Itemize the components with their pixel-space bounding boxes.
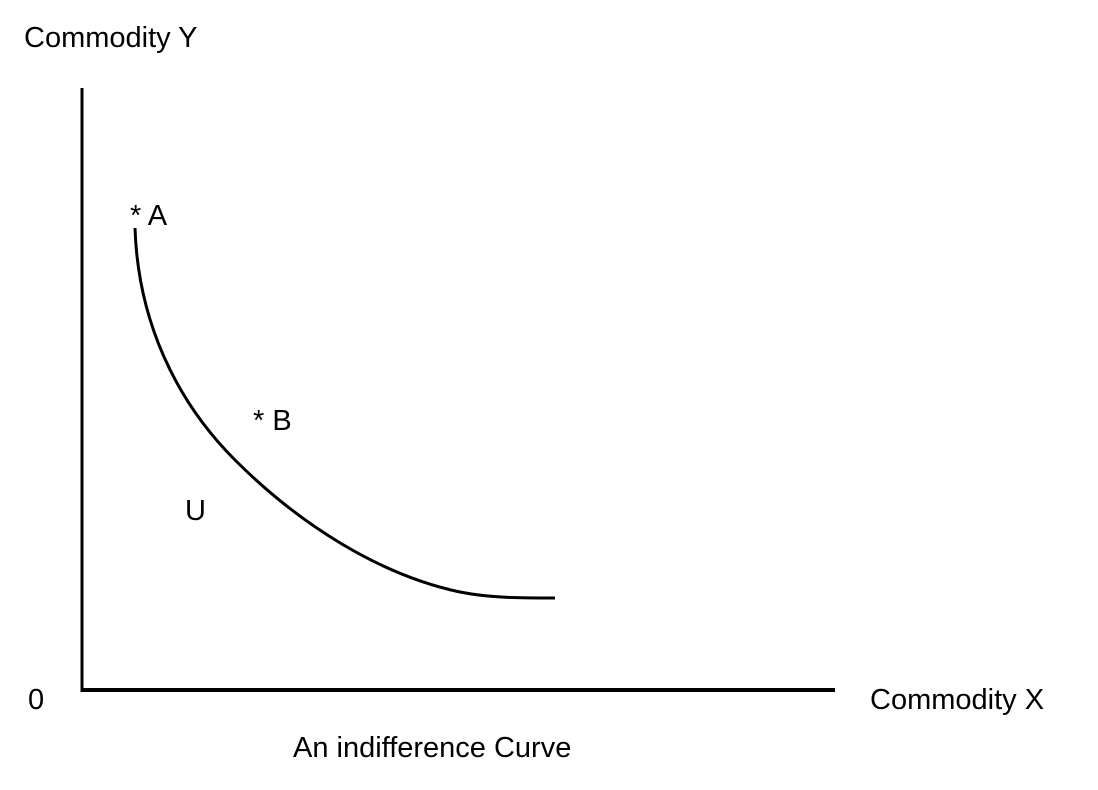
indifference-curve <box>133 227 556 600</box>
point-label: * B <box>253 405 292 437</box>
x-axis-label: Commodity X <box>870 684 1044 716</box>
point-label: * A <box>130 200 168 232</box>
caption: An indifference Curve <box>293 732 571 764</box>
y-axis-label: Commodity Y <box>24 22 198 54</box>
origin-label: 0 <box>28 684 44 716</box>
curve-label: U <box>185 495 206 527</box>
